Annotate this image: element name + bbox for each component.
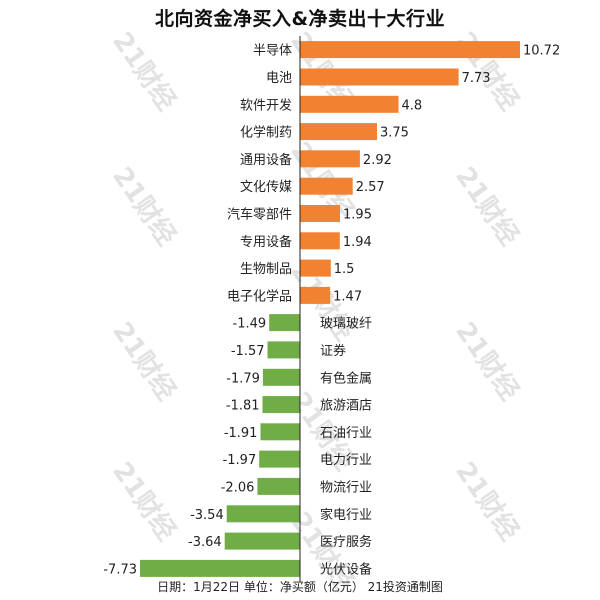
bar <box>300 150 360 168</box>
value-label: 1.5 <box>334 262 355 277</box>
value-label: -3.64 <box>188 535 222 550</box>
value-label: 2.92 <box>363 153 392 168</box>
value-label: 4.8 <box>402 98 423 113</box>
category-label: 光伏设备 <box>320 561 372 577</box>
category-label: 通用设备 <box>240 152 292 168</box>
bar <box>226 505 300 523</box>
bar <box>300 259 331 277</box>
bar <box>300 95 399 113</box>
bar <box>300 41 520 59</box>
chart-footer: 日期：1月22日 单位：净买额（亿元） 21投资通制图 <box>157 580 443 594</box>
category-label: 电力行业 <box>320 453 372 468</box>
value-label: -3.54 <box>190 508 224 523</box>
category-label: 电子化学品 <box>227 288 292 304</box>
bar <box>300 286 331 304</box>
category-label: 医疗服务 <box>320 534 372 550</box>
watermark-text: 21财经 <box>449 161 525 251</box>
value-label: 1.95 <box>343 207 372 222</box>
bar <box>257 477 300 495</box>
category-label: 软件开发 <box>240 97 292 113</box>
bar <box>267 341 300 359</box>
category-label: 有色金属 <box>320 370 372 386</box>
value-label: -1.79 <box>226 371 260 386</box>
category-label: 汽车零部件 <box>227 206 292 222</box>
value-label: -1.57 <box>231 344 265 359</box>
category-label: 化学制药 <box>240 125 292 141</box>
category-label: 家电行业 <box>320 507 372 523</box>
watermark-text: 21财经 <box>106 456 182 546</box>
bar <box>269 314 300 332</box>
watermark-text: 21财经 <box>106 316 182 406</box>
category-label: 文化传媒 <box>240 180 292 195</box>
value-label: 2.57 <box>356 180 385 195</box>
value-label: -1.91 <box>224 426 258 441</box>
bar <box>300 177 353 195</box>
bar <box>259 450 300 468</box>
bar <box>260 423 300 441</box>
chart-title: 北向资金净买入&净卖出十大行业 <box>154 8 446 30</box>
value-label: -1.81 <box>226 399 260 414</box>
value-label: 10.72 <box>523 44 560 59</box>
value-label: 1.47 <box>333 289 362 304</box>
category-label: 物流行业 <box>320 480 372 495</box>
bar <box>224 532 300 550</box>
category-label: 专用设备 <box>240 234 292 250</box>
bar <box>300 68 459 86</box>
value-label: -1.49 <box>233 317 267 332</box>
watermark-text: 21财经 <box>106 161 182 251</box>
watermark-text: 21财经 <box>106 26 182 116</box>
bar <box>140 559 300 577</box>
category-label: 电池 <box>266 71 292 86</box>
value-label: 1.94 <box>343 235 372 250</box>
value-label: -7.73 <box>103 562 137 577</box>
category-label: 半导体 <box>253 44 292 59</box>
watermark-text: 21财经 <box>449 316 525 406</box>
value-label: -1.97 <box>223 453 257 468</box>
value-label: 3.75 <box>380 126 409 141</box>
watermark-text: 21财经 <box>449 456 525 546</box>
bar <box>262 396 300 414</box>
category-label: 证券 <box>320 343 346 359</box>
bar <box>262 368 300 386</box>
bar <box>300 123 377 141</box>
category-label: 石油行业 <box>320 426 372 441</box>
bar <box>300 232 340 250</box>
bar <box>300 205 340 222</box>
category-label: 玻璃玻纤 <box>320 317 372 332</box>
value-label: -2.06 <box>221 480 255 495</box>
category-label: 旅游酒店 <box>320 399 372 414</box>
value-label: 7.73 <box>462 71 491 86</box>
category-label: 生物制品 <box>240 262 292 277</box>
